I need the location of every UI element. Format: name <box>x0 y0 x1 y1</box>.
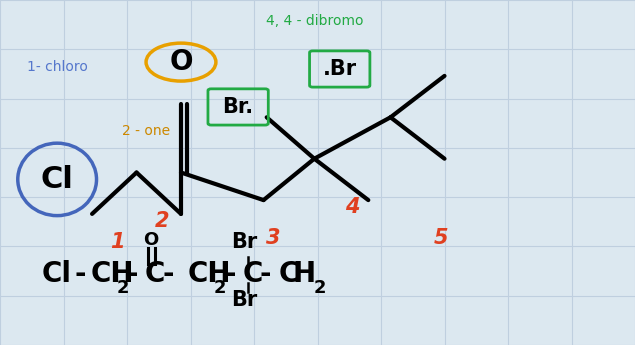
Text: Br.: Br. <box>222 97 254 117</box>
Text: 2: 2 <box>314 279 326 297</box>
Text: Cl: Cl <box>41 165 74 194</box>
Text: 2: 2 <box>214 279 227 297</box>
Text: H: H <box>292 260 315 288</box>
Text: -: - <box>259 260 271 288</box>
Text: Cl: Cl <box>41 260 71 288</box>
Text: C: C <box>243 260 263 288</box>
Text: -: - <box>75 260 86 288</box>
Text: Br: Br <box>231 290 258 310</box>
Text: 2: 2 <box>155 211 169 231</box>
Text: Br: Br <box>231 231 258 252</box>
Text: 2: 2 <box>116 279 129 297</box>
Text: 5: 5 <box>434 228 448 248</box>
Text: 3: 3 <box>266 228 280 248</box>
Text: C: C <box>145 260 165 288</box>
Text: CH: CH <box>91 260 135 288</box>
Text: O: O <box>169 48 193 76</box>
Text: 2 - one: 2 - one <box>122 124 170 138</box>
Text: O: O <box>144 231 159 249</box>
Text: C: C <box>278 260 298 288</box>
Text: 1- chloro: 1- chloro <box>27 60 88 74</box>
Text: CH: CH <box>187 260 231 288</box>
Text: 1: 1 <box>110 231 124 252</box>
Text: -: - <box>127 260 138 288</box>
Text: .Br: .Br <box>323 59 357 79</box>
Text: 4: 4 <box>345 197 359 217</box>
Text: -: - <box>163 260 174 288</box>
Text: -: - <box>224 260 236 288</box>
Text: 4, 4 - dibromo: 4, 4 - dibromo <box>265 14 363 28</box>
